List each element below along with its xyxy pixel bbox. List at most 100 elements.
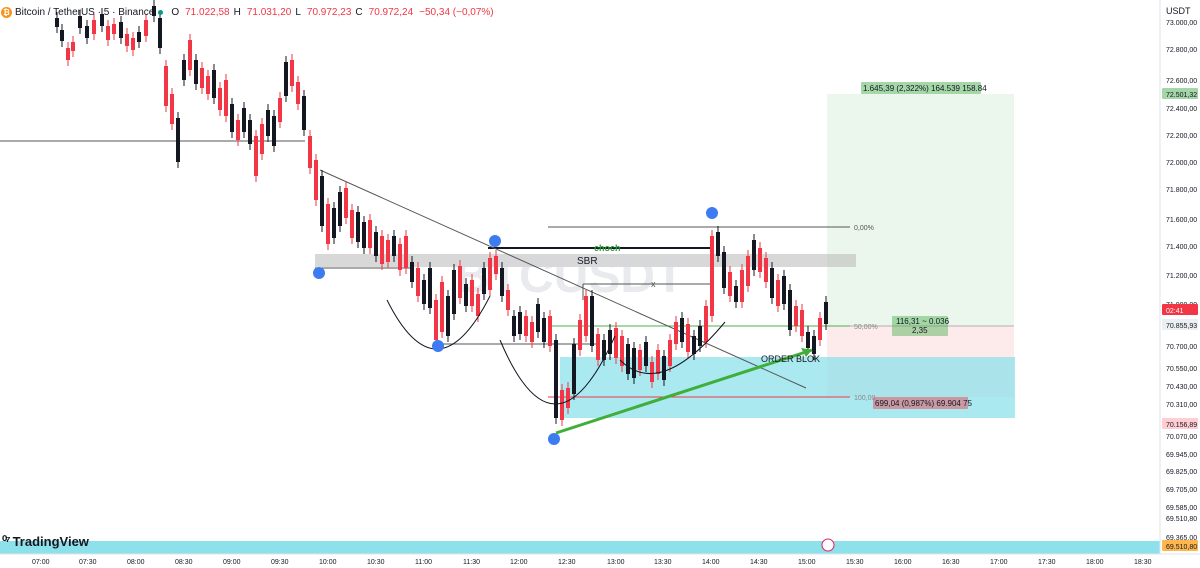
candle-body xyxy=(746,256,750,286)
x-tick-label: 17:00 xyxy=(990,559,1008,566)
y-tick-label: 69.585,00 xyxy=(1166,505,1197,512)
candle-body xyxy=(131,38,135,50)
candle-body xyxy=(764,258,768,282)
candle-body xyxy=(92,20,96,34)
candle-body xyxy=(680,318,684,342)
candle-body xyxy=(638,350,642,370)
close-label: C xyxy=(355,6,363,18)
candle-body xyxy=(446,296,450,336)
candle-body xyxy=(824,302,828,324)
x-tick-label: 09:30 xyxy=(271,559,289,566)
x-tick-label: 17:30 xyxy=(1038,559,1056,566)
candle-body xyxy=(55,18,59,27)
x-tick-label: 09:00 xyxy=(223,559,241,566)
stop-label: 699,04 (0,987%) 69.904 75 xyxy=(875,399,973,408)
candle-body xyxy=(194,60,198,84)
candle-body xyxy=(494,256,498,274)
x-tick-label: 08:30 xyxy=(175,559,193,566)
y-tick-label: 72.400,00 xyxy=(1166,106,1197,113)
x-tick-label: 10:30 xyxy=(367,559,385,566)
high-value: 71.031,20 xyxy=(246,6,292,18)
candle-body xyxy=(332,208,336,238)
fib-100-label: 100,00 xyxy=(854,395,876,402)
x-tick-label: 11:30 xyxy=(463,559,480,566)
change-value: −50,34 (−0,07%) xyxy=(419,6,494,18)
candle-body xyxy=(734,286,738,302)
candle-body xyxy=(254,136,258,176)
currency-label[interactable]: USDT xyxy=(1166,6,1191,16)
candle-body xyxy=(608,330,612,354)
tradingview-logo[interactable]: ⁰⁷ TradingView xyxy=(2,533,89,549)
candle-body xyxy=(536,304,540,332)
candle-body xyxy=(626,344,630,374)
candle-body xyxy=(554,340,558,418)
candle-body xyxy=(752,240,756,270)
price-badge-bg xyxy=(1162,88,1198,99)
candle-body xyxy=(170,94,174,124)
price-badge-bg xyxy=(1162,304,1198,315)
y-tick-label: 69.825,00 xyxy=(1166,469,1197,476)
candle-body xyxy=(248,120,252,144)
x-tick-label: 10:00 xyxy=(319,559,337,566)
close-value: 70.972,24 xyxy=(368,6,414,18)
symbol-title[interactable]: Bitcoin / TetherUS · 5 · Binance xyxy=(15,6,155,18)
x-tick-label: 08:00 xyxy=(127,559,145,566)
candle-body xyxy=(78,16,82,28)
candle-body xyxy=(692,336,696,354)
y-tick-label: 72.000,00 xyxy=(1166,160,1197,167)
y-tick-label: 71.400,00 xyxy=(1166,244,1197,251)
y-tick-label: 69.510,80 xyxy=(1166,516,1197,523)
x-tick-label: 13:00 xyxy=(607,559,625,566)
candle-body xyxy=(434,300,438,340)
pivot-dot xyxy=(313,267,325,279)
candle-body xyxy=(716,232,720,256)
candle-body xyxy=(374,232,378,256)
price-badge-bg xyxy=(1162,540,1198,551)
candle-body xyxy=(776,280,780,306)
candle-body xyxy=(674,322,678,344)
candle-body xyxy=(572,344,576,394)
candle-body xyxy=(818,318,822,340)
order-block-label: ORDER BLOK xyxy=(761,354,820,364)
candle-body xyxy=(410,262,414,282)
candle-body xyxy=(182,60,186,80)
candle-body xyxy=(386,240,390,262)
candle-body xyxy=(602,340,606,360)
candle-body xyxy=(206,76,210,94)
candle-body xyxy=(542,318,546,342)
stop-label-bg xyxy=(873,397,968,409)
candle-body xyxy=(224,80,228,116)
price-badge-label: 72.501,32 xyxy=(1166,92,1197,99)
sbr-label: SBR xyxy=(577,256,598,267)
x-tick-label: 15:00 xyxy=(798,559,816,566)
candle-body xyxy=(314,160,318,200)
pivot-dot xyxy=(489,235,501,247)
price-badge-bg xyxy=(1162,418,1198,429)
candle-body xyxy=(698,326,702,346)
y-tick-label: 69.945,00 xyxy=(1166,452,1197,459)
candle-body xyxy=(632,348,636,378)
target-label-bg xyxy=(861,82,981,94)
candle-body xyxy=(560,390,564,420)
candle-body xyxy=(218,88,222,110)
price-badge-bg xyxy=(1162,319,1198,330)
candle-body xyxy=(428,268,432,308)
x-tick-label: 18:30 xyxy=(1134,559,1152,566)
candle-body xyxy=(704,306,708,342)
candle-body xyxy=(788,290,792,330)
pivot-dot xyxy=(548,433,560,445)
x-tick-label: 12:00 xyxy=(510,559,528,566)
x-tick-label: 07:30 xyxy=(79,559,97,566)
x-tick-label: 12:30 xyxy=(558,559,576,566)
x-tick-label: 14:30 xyxy=(750,559,768,566)
candle-body xyxy=(596,334,600,360)
candle-body xyxy=(125,34,129,46)
candle-body xyxy=(578,320,582,350)
candle-body xyxy=(566,388,570,408)
candle-body xyxy=(144,20,148,36)
candle-body xyxy=(452,270,456,314)
candle-body xyxy=(66,48,70,60)
candle-body xyxy=(590,296,594,346)
candle-body xyxy=(266,110,270,136)
